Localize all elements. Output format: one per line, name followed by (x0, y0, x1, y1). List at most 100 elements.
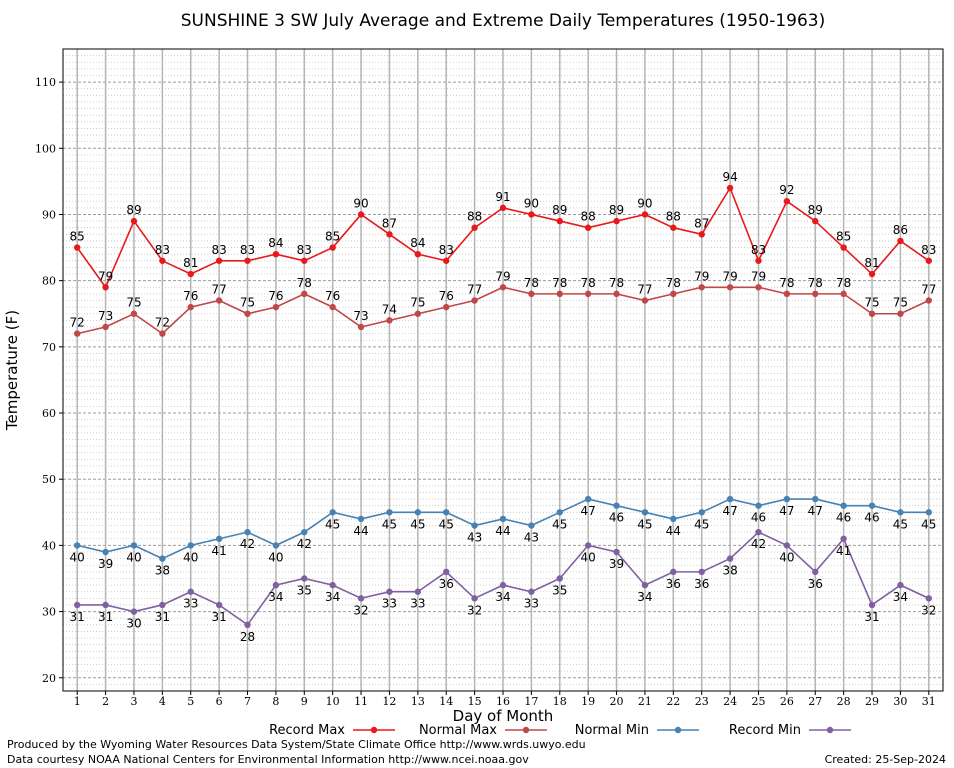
data-point-normal-max (783, 290, 791, 298)
data-point-normal-max (840, 290, 847, 298)
data-label-normal-max: 79 (694, 269, 709, 283)
data-label-record-min: 39 (609, 557, 624, 571)
x-tick-label: 5 (187, 695, 194, 708)
data-point-normal-min (812, 495, 819, 503)
data-label-normal-max: 72 (155, 316, 170, 330)
legend-label-normal-min: Normal Min (575, 723, 649, 738)
chart-series: 85 79 89 83 81 83 83 84 83 85 90 87 84 83 88 91 90 89 88 89… (70, 170, 937, 644)
data-point-record-max (840, 244, 847, 251)
data-point-record-min (244, 621, 251, 629)
x-tick-label: 8 (272, 695, 279, 708)
data-label-record-max: 88 (467, 210, 482, 224)
data-label-normal-min: 42 (240, 537, 255, 551)
data-point-record-max (812, 217, 819, 225)
data-point-record-min (812, 568, 819, 576)
x-axis-ticks: 1 2 3 4 5 6 7 8 9 10 11 12 13 14 15 16 17 18 19 20 21 22 23 24 2… (74, 691, 936, 708)
legend-item-record-min: Record Min (729, 723, 851, 738)
data-label-record-max: 88 (581, 210, 596, 224)
data-label-normal-min: 47 (581, 504, 596, 518)
data-label-normal-min: 39 (98, 557, 113, 571)
x-axis-label: Day of Month (453, 707, 554, 725)
data-point-record-min (641, 581, 649, 589)
x-tick-label: 25 (751, 695, 765, 708)
data-point-normal-min (187, 542, 194, 549)
data-label-normal-min: 45 (439, 517, 454, 531)
data-point-normal-max (215, 297, 223, 304)
legend: Record Max Normal Max Normal Min Record Min (269, 723, 851, 738)
data-label-normal-min: 46 (751, 511, 766, 525)
data-label-normal-max: 75 (410, 296, 425, 310)
data-label-record-min: 34 (893, 590, 908, 604)
data-point-normal-min (386, 509, 393, 516)
data-point-normal-max (499, 284, 507, 291)
data-point-normal-max (641, 297, 649, 304)
data-point-normal-min (301, 528, 308, 536)
data-point-record-max (414, 250, 422, 258)
data-point-record-min (528, 588, 535, 595)
data-label-normal-max: 78 (581, 276, 596, 290)
data-point-normal-min (925, 509, 933, 516)
data-label-record-max: 81 (864, 256, 879, 270)
data-point-record-min (783, 542, 791, 549)
data-label-record-max: 90 (637, 196, 652, 210)
x-tick-label: 28 (837, 695, 851, 708)
y-axis-ticks: 20 30 40 50 60 70 80 90 100 110 (35, 76, 63, 685)
data-label-record-max: 89 (126, 203, 141, 217)
data-label-record-min: 36 (666, 577, 681, 591)
data-point-normal-max (130, 310, 138, 317)
data-point-normal-min (641, 509, 649, 516)
data-point-normal-min (613, 502, 620, 509)
y-tick-label: 60 (42, 407, 56, 420)
data-label-normal-min: 45 (637, 517, 652, 531)
data-point-normal-min (726, 495, 734, 503)
legend-label-normal-max: Normal Max (419, 723, 497, 738)
data-label-normal-min: 45 (694, 517, 709, 531)
data-label-record-min: 32 (353, 603, 368, 617)
data-label-normal-min: 46 (864, 511, 879, 525)
footer-created-date: Created: 25-Sep-2024 (825, 753, 946, 766)
data-point-normal-max (386, 317, 393, 324)
data-label-normal-max: 78 (666, 276, 681, 290)
data-label-record-min: 33 (524, 597, 539, 611)
data-point-normal-min (414, 509, 422, 516)
data-label-record-min: 31 (155, 610, 170, 624)
data-label-record-max: 85 (70, 230, 85, 244)
data-label-normal-min: 38 (155, 564, 170, 578)
data-label-normal-max: 77 (211, 283, 226, 297)
data-point-normal-max (670, 290, 677, 298)
data-label-record-max: 84 (410, 236, 425, 250)
data-label-record-max: 94 (722, 170, 737, 184)
data-point-record-min (301, 575, 308, 582)
data-point-normal-min (670, 515, 677, 523)
data-label-record-max: 90 (524, 196, 539, 210)
data-label-record-max: 89 (552, 203, 567, 217)
data-label-record-min: 34 (325, 590, 340, 604)
data-label-record-min: 34 (637, 590, 652, 604)
x-tick-label: 15 (468, 695, 482, 708)
data-point-normal-min (130, 542, 138, 549)
y-tick-label: 20 (42, 672, 56, 685)
x-tick-label: 19 (581, 695, 595, 708)
data-label-normal-min: 40 (126, 550, 141, 564)
data-point-record-min (102, 601, 109, 609)
data-point-record-max (187, 270, 194, 278)
data-point-record-max (584, 224, 592, 231)
y-tick-label: 110 (35, 76, 56, 89)
data-label-normal-max: 77 (921, 283, 936, 297)
data-point-record-min (840, 535, 847, 542)
x-tick-label: 4 (159, 695, 166, 708)
data-point-normal-max (357, 323, 365, 331)
data-label-normal-min: 46 (836, 511, 851, 525)
data-label-normal-max: 78 (836, 276, 851, 290)
x-tick-label: 31 (922, 695, 936, 708)
data-label-normal-max: 75 (240, 296, 255, 310)
data-label-record-max: 92 (779, 183, 794, 197)
data-label-normal-min: 45 (893, 517, 908, 531)
data-label-record-max: 83 (297, 243, 312, 257)
data-label-record-max: 87 (382, 216, 397, 230)
legend-swatch-point-record-min (826, 726, 834, 734)
data-point-record-max (443, 257, 450, 264)
data-label-record-min: 36 (808, 577, 823, 591)
data-label-normal-min: 44 (353, 524, 368, 538)
y-tick-label: 30 (42, 606, 56, 619)
